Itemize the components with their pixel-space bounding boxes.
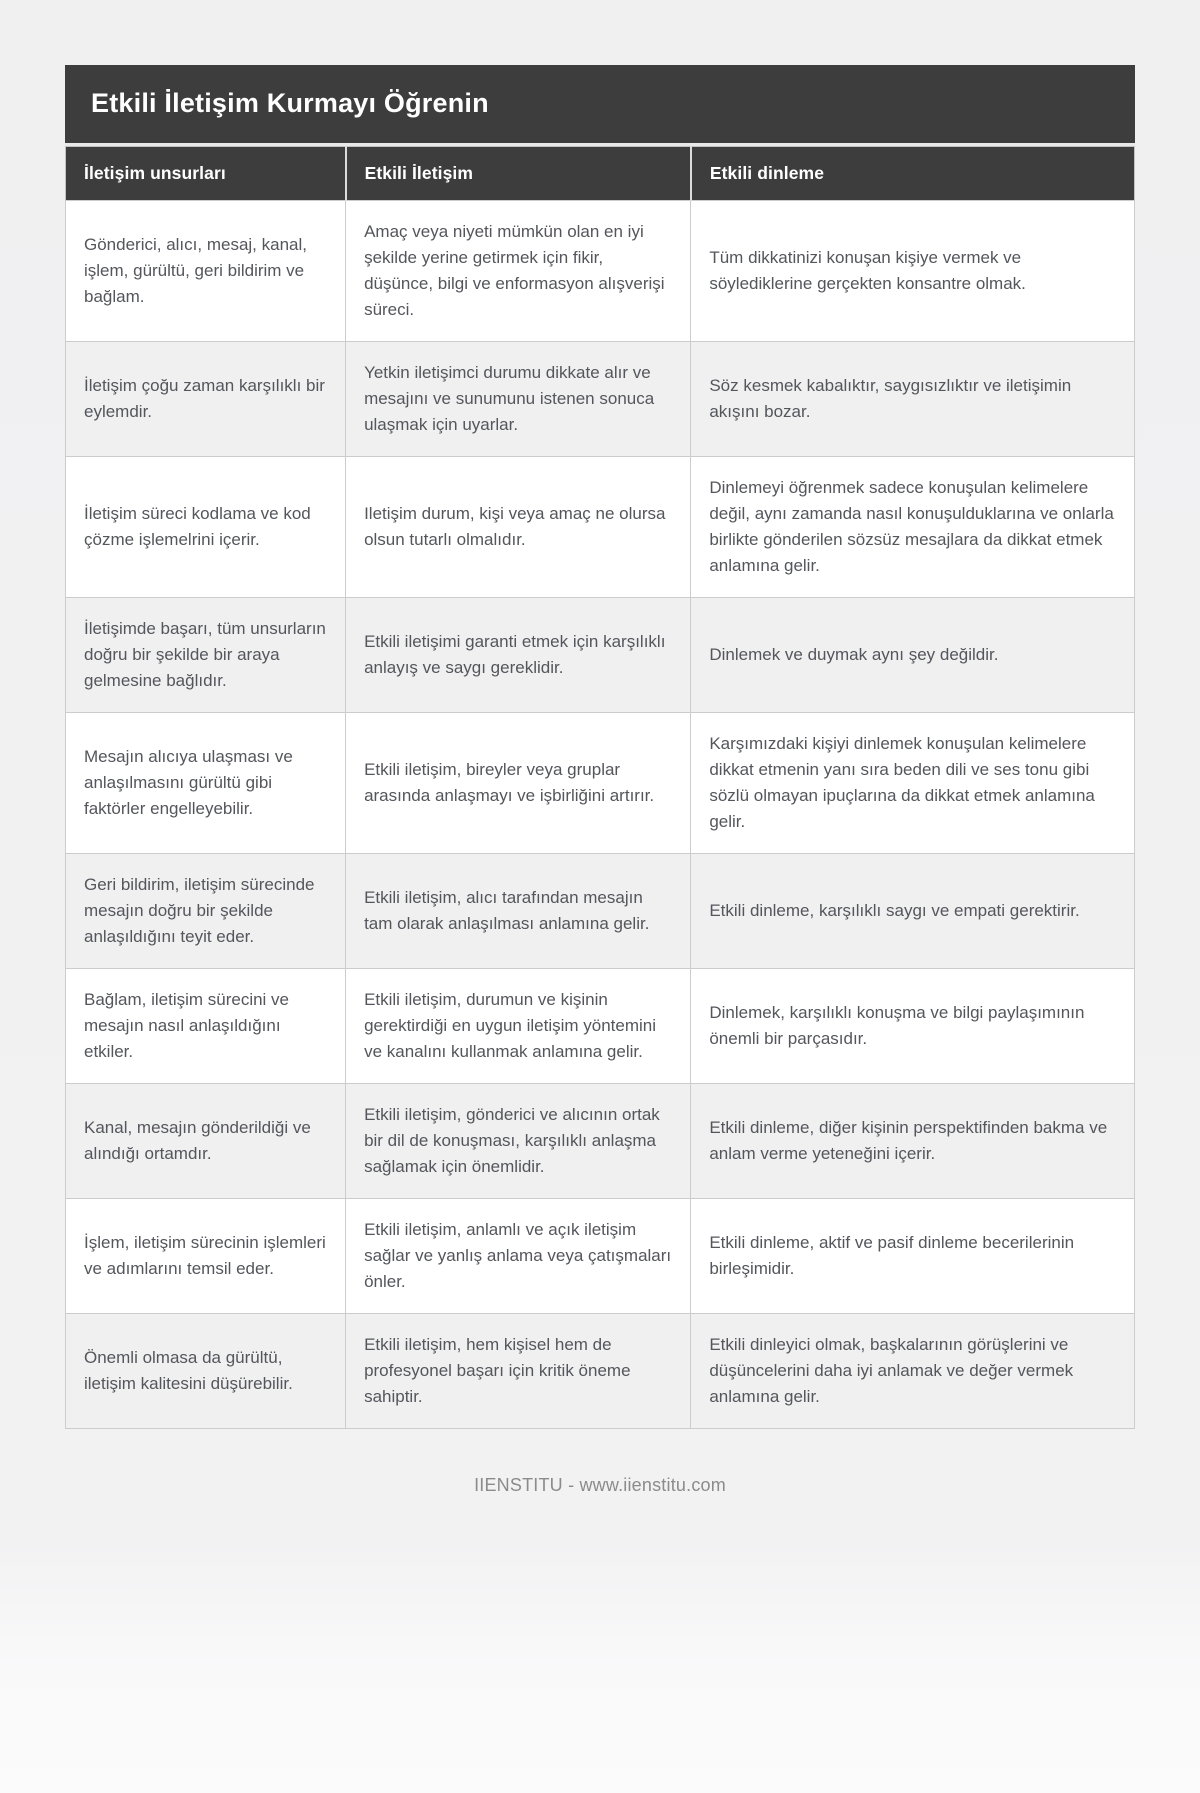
table-cell: Tüm dikkatinizi konuşan kişiye vermek ve… — [690, 200, 1135, 342]
table-row: Gönderici, alıcı, mesaj, kanal, işlem, g… — [64, 200, 1135, 342]
table-cell: Yetkin iletişimci durumu dikkate alır ve… — [345, 341, 692, 457]
table-cell: Dinlemeyi öğrenmek sadece konuşulan keli… — [690, 456, 1135, 598]
column-header: Etkili dinleme — [689, 146, 1135, 201]
table-row: Bağlam, iletişim sürecini ve mesajın nas… — [64, 968, 1135, 1084]
table-row: İletişimde başarı, tüm unsurların doğru … — [64, 597, 1135, 713]
table-cell: Amaç veya niyeti mümkün olan en iyi şeki… — [345, 200, 692, 342]
table-cell: Iletişim durum, kişi veya amaç ne olursa… — [345, 456, 692, 598]
table-row: Önemli olmasa da gürültü, iletişim kalit… — [64, 1313, 1135, 1429]
table-header: İletişim unsurları Etkili İletişim Etkili … — [65, 146, 1135, 201]
table-row: İletişim çoğu zaman karşılıklı bir eylem… — [64, 341, 1135, 457]
table-cell: Bağlam, iletişim sürecini ve mesajın nas… — [64, 968, 347, 1084]
table-row: Kanal, mesajın gönderildiği ve alındığı … — [64, 1083, 1135, 1199]
table-cell: Etkili iletişim, alıcı tarafından mesajı… — [345, 853, 692, 969]
table-cell: Geri bildirim, iletişim sürecinde mesajı… — [64, 853, 347, 969]
column-header: İletişim unsurları — [65, 146, 346, 201]
table-cell: Etkili iletişim, anlamlı ve açık iletişi… — [345, 1198, 692, 1314]
table-cell: İletişim süreci kodlama ve kod çözme işl… — [64, 456, 347, 598]
table-cell: Etkili dinleme, aktif ve pasif dinleme b… — [690, 1198, 1135, 1314]
communication-guide-card: Etkili İletişim Kurmayı Öğrenin İletişim… — [64, 65, 1135, 1429]
table-header-row: İletişim unsurları Etkili İletişim Etkili … — [65, 146, 1135, 201]
table-row: İletişim süreci kodlama ve kod çözme işl… — [64, 456, 1135, 598]
table-cell: İletişim çoğu zaman karşılıklı bir eylem… — [64, 341, 347, 457]
table-cell: Mesajın alıcıya ulaşması ve anlaşılmasın… — [64, 712, 347, 854]
table-row: İşlem, iletişim sürecinin işlemleri ve a… — [64, 1198, 1135, 1314]
table-cell: Söz kesmek kabalıktır, saygısızlıktır ve… — [690, 341, 1135, 457]
communication-table: İletişim unsurları Etkili İletişim Etkili … — [64, 146, 1135, 1429]
table-cell: Etkili iletişim, hem kişisel hem de prof… — [345, 1313, 692, 1429]
table-cell: İletişimde başarı, tüm unsurların doğru … — [64, 597, 347, 713]
table-cell: Etkili dinleme, karşılıklı saygı ve empa… — [690, 853, 1135, 969]
table-cell: Karşımızdaki kişiyi dinlemek konuşulan k… — [690, 712, 1135, 854]
table-cell: Etkili dinleyici olmak, başkalarının gör… — [690, 1313, 1135, 1429]
table-cell: Gönderici, alıcı, mesaj, kanal, işlem, g… — [64, 200, 347, 342]
table-cell: Etkili iletişim, durumun ve kişinin gere… — [345, 968, 692, 1084]
footer-credit: IIENSTITU - www.iienstitu.com — [474, 1475, 726, 1495]
column-header: Etkili İletişim — [344, 146, 691, 201]
table-cell: Etkili iletişim, bireyler veya gruplar a… — [345, 712, 692, 854]
table-row: Geri bildirim, iletişim sürecinde mesajı… — [64, 853, 1135, 969]
table-cell: Etkili iletişim, gönderici ve alıcının o… — [345, 1083, 692, 1199]
table-cell: Dinlemek, karşılıklı konuşma ve bilgi pa… — [690, 968, 1135, 1084]
table-cell: Etkili dinleme, diğer kişinin perspektif… — [690, 1083, 1135, 1199]
table-cell: Dinlemek ve duymak aynı şey değildir. — [690, 597, 1135, 713]
table-cell: İşlem, iletişim sürecinin işlemleri ve a… — [64, 1198, 347, 1314]
table-cell: Etkili iletişimi garanti etmek için karş… — [345, 597, 692, 713]
table-row: Mesajın alıcıya ulaşması ve anlaşılmasın… — [64, 712, 1135, 854]
table-body: Gönderici, alıcı, mesaj, kanal, işlem, g… — [64, 200, 1135, 1429]
table-cell: Kanal, mesajın gönderildiği ve alındığı … — [64, 1083, 347, 1199]
page-title: Etkili İletişim Kurmayı Öğrenin — [65, 65, 1135, 146]
table-cell: Önemli olmasa da gürültü, iletişim kalit… — [64, 1313, 347, 1429]
